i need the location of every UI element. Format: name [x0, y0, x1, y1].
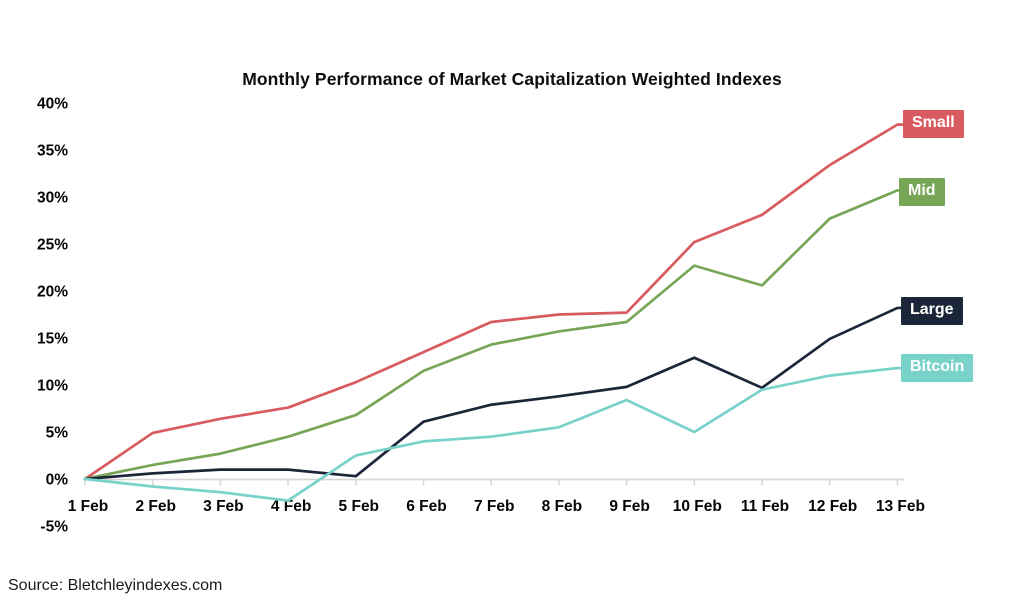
series-line-large [83, 306, 905, 481]
x-axis-tick-label: 11 Feb [741, 498, 789, 515]
source-caption: Source: Bletchleyindexes.com [8, 577, 223, 594]
legend-bitcoin-text: Bitcoin [910, 358, 965, 375]
y-axis-tick-label: 30% [37, 190, 68, 207]
legend-label-bitcoin: Bitcoin [901, 354, 974, 382]
series-line-bitcoin [83, 366, 905, 502]
x-axis-tick-label: 3 Feb [203, 498, 243, 515]
series-line-small [83, 123, 905, 481]
y-axis-tick-label: 40% [37, 96, 68, 113]
series-line-mid [83, 189, 905, 481]
legend-label-mid: Mid [899, 178, 945, 206]
legend-large-text: Large [910, 301, 954, 318]
x-axis-tick-label: 8 Feb [542, 498, 582, 515]
x-axis-tick-label: 13 Feb [876, 498, 925, 515]
x-axis-tick-label: 4 Feb [271, 498, 311, 515]
y-axis-tick-label: 35% [37, 143, 68, 160]
x-axis-tick-label: 5 Feb [339, 498, 379, 515]
x-axis-tick-label: 10 Feb [673, 498, 722, 515]
legend-mid-text: Mid [908, 182, 936, 199]
y-axis-tick-label: 10% [37, 378, 68, 395]
x-axis-tick-label: 1 Feb [68, 498, 108, 515]
legend-label-small: Small [903, 110, 964, 138]
x-axis-tick-label: 12 Feb [808, 498, 857, 515]
x-axis-tick-label: 6 Feb [406, 498, 446, 515]
y-axis-tick-label: 5% [46, 425, 69, 442]
x-axis-tick-label: 9 Feb [609, 498, 649, 515]
y-axis-tick-label: 25% [37, 237, 68, 254]
legend-label-large: Large [901, 297, 963, 325]
y-axis-tick-label: 0% [46, 472, 69, 489]
chart-title: Monthly Performance of Market Capitaliza… [242, 69, 782, 89]
x-axis-tick-label: 7 Feb [474, 498, 514, 515]
y-axis-tick-label: 20% [37, 284, 68, 301]
y-axis-tick-label: 15% [37, 331, 68, 348]
y-axis-tick-label: -5% [40, 519, 68, 536]
x-axis-tick-label: 2 Feb [135, 498, 175, 515]
legend-small-text: Small [912, 114, 955, 131]
